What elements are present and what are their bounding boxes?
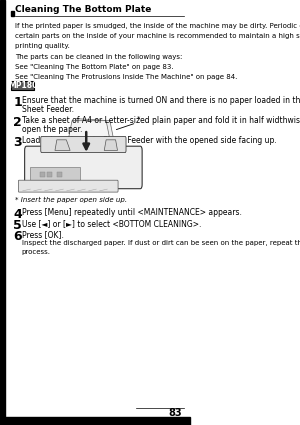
Text: MP180: MP180 [8,81,38,90]
Text: Take a sheet of A4 or Letter-sized plain paper and fold it in half widthwise. Th: Take a sheet of A4 or Letter-sized plain… [22,116,300,125]
Bar [47,172,52,177]
Text: 6: 6 [13,230,22,244]
Text: open the paper.: open the paper. [22,125,82,134]
Text: 4: 4 [13,208,22,221]
Text: Use [◄] or [►] to select <BOTTOM CLEANING>.: Use [◄] or [►] to select <BOTTOM CLEANIN… [22,219,201,228]
Text: Sheet Feeder.: Sheet Feeder. [22,105,74,114]
Bar [40,172,44,177]
Text: 3: 3 [13,136,22,150]
Polygon shape [72,119,114,140]
Text: certain parts on the inside of your machine is recommended to maintain a high st: certain parts on the inside of your mach… [15,33,300,39]
Polygon shape [68,121,110,140]
FancyBboxPatch shape [25,146,142,189]
Text: *: * [136,116,140,122]
Text: See "Cleaning The Bottom Plate" on page 83.: See "Cleaning The Bottom Plate" on page … [15,64,174,70]
FancyBboxPatch shape [41,136,126,153]
Bar [57,172,61,177]
Text: Press [OK].: Press [OK]. [22,230,64,239]
Polygon shape [104,140,118,150]
Text: 1: 1 [13,96,22,109]
Text: 5: 5 [13,219,22,232]
Text: If the printed paper is smudged, the inside of the machine may be dirty. Periodi: If the printed paper is smudged, the ins… [15,23,300,29]
Text: 2: 2 [13,116,22,129]
Text: See "Cleaning The Protrusions Inside The Machine" on page 84.: See "Cleaning The Protrusions Inside The… [15,74,238,79]
Text: Cleaning The Bottom Plate: Cleaning The Bottom Plate [15,5,152,14]
Text: Press [Menu] repeatedly until <MAINTENANCE> appears.: Press [Menu] repeatedly until <MAINTENAN… [22,208,242,217]
FancyBboxPatch shape [11,81,34,90]
Bar [0,417,190,425]
Polygon shape [55,140,70,150]
Text: 83: 83 [168,408,182,418]
Text: process.: process. [22,249,51,255]
Text: Load it into the Auto Sheet Feeder with the opened side facing up.: Load it into the Auto Sheet Feeder with … [22,136,277,145]
Text: The parts can be cleaned in the following ways:: The parts can be cleaned in the followin… [15,54,182,60]
Text: Inspect the discharged paper. If dust or dirt can be seen on the paper, repeat t: Inspect the discharged paper. If dust or… [22,240,300,246]
Bar [30,167,80,180]
Text: printing quality.: printing quality. [15,43,70,49]
Text: Ensure that the machine is turned ON and there is no paper loaded in the Auto: Ensure that the machine is turned ON and… [22,96,300,105]
Bar [0,0,5,425]
Text: * Insert the paper open side up.: * Insert the paper open side up. [15,197,127,203]
FancyBboxPatch shape [18,180,118,192]
Bar [11,11,14,16]
